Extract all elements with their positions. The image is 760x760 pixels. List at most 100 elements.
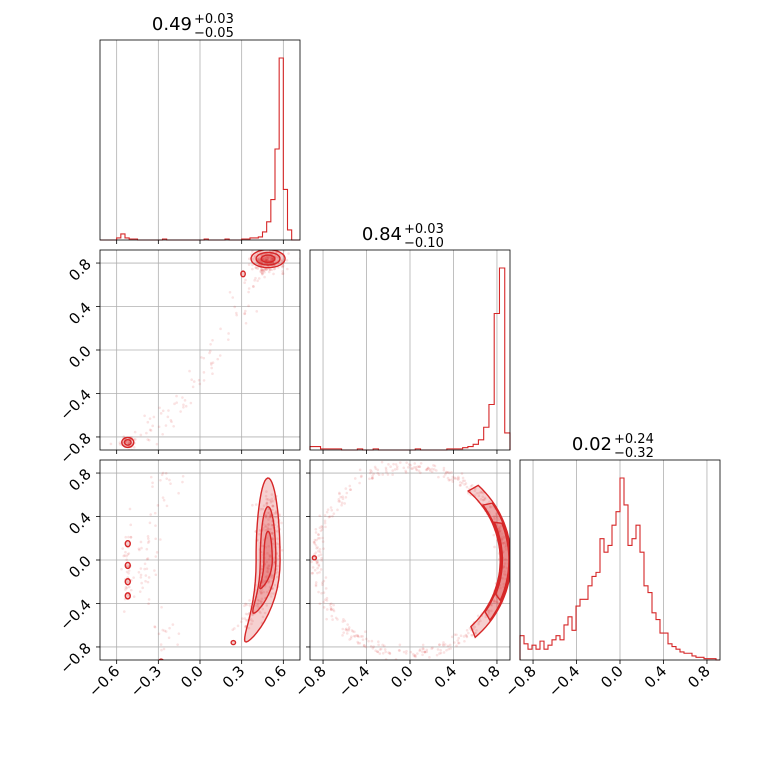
- sample-point: [457, 641, 460, 645]
- sample-point: [243, 604, 246, 608]
- sample-point: [124, 535, 128, 539]
- sample-point: [330, 508, 334, 512]
- sample-point: [489, 505, 492, 509]
- sample-point: [158, 406, 161, 410]
- sample-point: [430, 467, 434, 471]
- sample-point: [267, 558, 271, 561]
- sample-point: [133, 430, 137, 434]
- contour-main-line: [493, 521, 510, 602]
- sample-point: [362, 644, 366, 647]
- sample-point: [276, 255, 279, 259]
- sample-point: [147, 598, 151, 601]
- sample-point: [252, 285, 255, 288]
- param-upper-error: +0.03: [404, 222, 444, 237]
- sample-point: [264, 528, 267, 532]
- sample-point: [263, 270, 266, 274]
- sample-point: [341, 497, 345, 501]
- sample-point: [265, 258, 268, 262]
- sample-point: [422, 647, 425, 651]
- sample-point: [317, 533, 320, 537]
- sample-point: [409, 650, 413, 654]
- sample-point: [451, 480, 455, 483]
- sample-point: [247, 626, 251, 630]
- sample-point: [353, 630, 356, 634]
- sample-point: [475, 492, 479, 495]
- sample-point: [497, 601, 500, 605]
- sample-point: [129, 535, 133, 539]
- sample-point: [168, 478, 171, 482]
- sample-point: [267, 564, 270, 568]
- sample-point: [501, 537, 504, 541]
- sample-point: [428, 467, 432, 471]
- sample-point: [228, 290, 232, 294]
- contour-minor-fill: [125, 578, 131, 585]
- x-tick-label: 0.6: [261, 662, 291, 692]
- sample-point: [421, 643, 425, 647]
- sample-point: [314, 527, 318, 531]
- sample-point: [122, 554, 126, 558]
- sample-point: [266, 256, 270, 259]
- sample-point: [413, 462, 417, 465]
- sample-point: [126, 580, 129, 584]
- sample-point: [236, 624, 240, 628]
- sample-point: [271, 587, 275, 590]
- sample-point: [202, 356, 206, 360]
- sample-point: [164, 471, 168, 475]
- sample-point: [160, 648, 163, 652]
- sample-point: [266, 527, 270, 531]
- sample-point: [501, 541, 504, 545]
- sample-point: [282, 250, 286, 253]
- sample-point: [267, 257, 270, 260]
- sample-point: [211, 361, 215, 365]
- sample-point: [270, 532, 274, 535]
- sample-point: [145, 557, 149, 561]
- sample-point: [442, 468, 446, 472]
- sample-point: [251, 250, 254, 253]
- x-tick-label: −0.4: [545, 662, 583, 700]
- sample-point: [143, 562, 147, 566]
- sample-point: [160, 473, 164, 477]
- sample-point: [329, 605, 333, 609]
- sample-point: [265, 490, 268, 493]
- sample-point: [269, 258, 273, 262]
- sample-point: [356, 634, 360, 638]
- sample-point: [495, 600, 499, 603]
- sample-point: [381, 473, 385, 476]
- sample-point: [313, 540, 316, 544]
- sample-point: [448, 478, 452, 482]
- sample-point: [404, 652, 408, 655]
- sample-point: [276, 564, 280, 568]
- sample-point: [483, 496, 487, 500]
- sample-point: [453, 633, 457, 636]
- sample-point: [315, 538, 318, 542]
- sample-point: [479, 490, 483, 494]
- sample-point: [464, 482, 468, 485]
- sample-point: [145, 547, 149, 551]
- sample-point: [161, 496, 165, 499]
- sample-point: [343, 502, 346, 505]
- sample-point: [370, 470, 373, 473]
- sample-point: [378, 652, 382, 655]
- contour-small-line: [240, 270, 246, 278]
- sample-point: [125, 440, 129, 443]
- sample-point: [161, 409, 165, 413]
- param-upper-error: +0.03: [194, 12, 234, 27]
- sample-point: [331, 514, 334, 518]
- sample-point: [371, 476, 374, 480]
- sample-point: [272, 267, 276, 271]
- sample-point: [451, 475, 455, 479]
- sample-point: [280, 521, 283, 525]
- sample-point: [154, 537, 157, 541]
- sample-point: [239, 620, 243, 624]
- sample-point: [502, 565, 506, 568]
- sample-point: [146, 535, 150, 538]
- sample-point: [157, 425, 161, 429]
- y-tick-label: 0.4: [65, 299, 95, 329]
- sample-point: [421, 647, 425, 650]
- sample-point: [372, 472, 375, 476]
- sample-point: [109, 442, 113, 446]
- sample-point: [459, 484, 462, 487]
- contour-minor-line: [123, 438, 132, 446]
- sample-point: [503, 572, 506, 576]
- sample-point: [147, 576, 151, 579]
